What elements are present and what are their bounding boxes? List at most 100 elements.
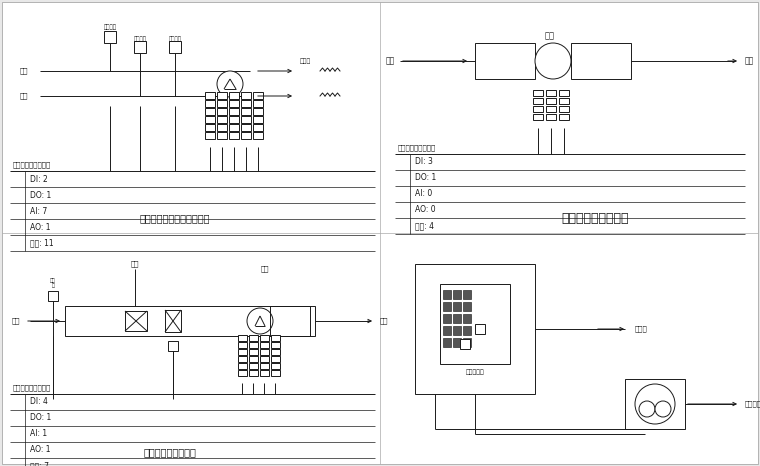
Bar bbox=[165, 310, 181, 332]
Text: 空调机组控制系统图: 空调机组控制系统图 bbox=[144, 447, 196, 457]
Bar bbox=[253, 108, 263, 115]
Text: 合计: 7: 合计: 7 bbox=[30, 461, 49, 466]
Bar bbox=[260, 363, 269, 369]
Bar bbox=[559, 98, 569, 104]
Bar bbox=[253, 132, 263, 139]
Bar bbox=[168, 341, 178, 351]
Bar bbox=[271, 356, 280, 362]
Text: DO: 1: DO: 1 bbox=[30, 191, 51, 199]
Circle shape bbox=[217, 71, 243, 97]
Bar bbox=[463, 338, 471, 347]
Bar bbox=[415, 264, 535, 394]
Circle shape bbox=[639, 401, 655, 417]
Bar bbox=[453, 326, 461, 335]
Text: AO: 1: AO: 1 bbox=[30, 222, 50, 232]
Bar bbox=[249, 335, 258, 341]
Bar bbox=[217, 116, 227, 123]
Bar bbox=[229, 108, 239, 115]
Text: 排风: 排风 bbox=[131, 260, 139, 267]
Bar bbox=[253, 100, 263, 107]
Bar bbox=[238, 335, 247, 341]
Bar bbox=[546, 90, 556, 96]
Bar bbox=[229, 92, 239, 99]
Bar bbox=[229, 116, 239, 123]
Text: 冷水流量: 冷水流量 bbox=[169, 36, 182, 42]
Bar bbox=[238, 356, 247, 362]
Bar bbox=[453, 338, 461, 347]
Text: 输入输出控制点类型: 输入输出控制点类型 bbox=[13, 385, 51, 391]
Circle shape bbox=[535, 43, 571, 79]
Text: 过滤
器: 过滤 器 bbox=[50, 278, 56, 288]
Bar bbox=[205, 100, 215, 107]
Text: 热水: 热水 bbox=[20, 68, 28, 74]
Bar bbox=[271, 349, 280, 355]
Text: DI: 4: DI: 4 bbox=[30, 397, 48, 406]
Bar bbox=[205, 124, 215, 131]
Bar bbox=[249, 370, 258, 376]
Bar bbox=[625, 379, 685, 429]
Bar bbox=[238, 370, 247, 376]
Text: AI: 0: AI: 0 bbox=[415, 190, 432, 199]
Bar bbox=[271, 335, 280, 341]
Bar bbox=[271, 370, 280, 376]
Bar bbox=[443, 314, 451, 323]
Bar bbox=[238, 342, 247, 348]
Text: 输入输出控制点类型: 输入输出控制点类型 bbox=[398, 145, 436, 151]
Bar bbox=[249, 349, 258, 355]
Bar bbox=[229, 132, 239, 139]
Text: 冷水温度: 冷水温度 bbox=[134, 36, 147, 42]
Bar bbox=[463, 314, 471, 323]
Bar bbox=[271, 363, 280, 369]
Bar bbox=[241, 124, 251, 131]
Text: 城市供水: 城市供水 bbox=[745, 401, 760, 407]
Text: 某用户: 某用户 bbox=[635, 326, 648, 332]
Bar bbox=[271, 342, 280, 348]
Bar bbox=[533, 98, 543, 104]
Bar bbox=[205, 92, 215, 99]
Bar bbox=[169, 41, 181, 53]
Text: 输入输出控制点类型: 输入输出控制点类型 bbox=[13, 162, 51, 168]
Text: DI: 3: DI: 3 bbox=[415, 158, 433, 166]
Bar bbox=[260, 370, 269, 376]
Text: 生活热水箱: 生活热水箱 bbox=[466, 369, 484, 375]
Bar bbox=[443, 290, 451, 299]
Bar bbox=[475, 324, 485, 334]
Bar bbox=[546, 114, 556, 120]
Bar bbox=[241, 116, 251, 123]
Bar bbox=[460, 339, 470, 349]
Text: 热水温度: 热水温度 bbox=[103, 24, 116, 30]
Bar bbox=[559, 106, 569, 112]
Text: 合计: 11: 合计: 11 bbox=[30, 239, 54, 247]
Bar bbox=[253, 116, 263, 123]
Bar bbox=[260, 342, 269, 348]
Bar bbox=[270, 306, 310, 336]
Bar bbox=[134, 41, 146, 53]
Text: 风机: 风机 bbox=[261, 266, 269, 272]
Circle shape bbox=[635, 384, 675, 424]
Bar bbox=[217, 124, 227, 131]
Bar bbox=[260, 356, 269, 362]
Bar bbox=[443, 302, 451, 311]
Bar bbox=[533, 90, 543, 96]
Bar bbox=[217, 100, 227, 107]
Text: DO: 1: DO: 1 bbox=[415, 173, 436, 183]
Circle shape bbox=[655, 401, 671, 417]
Bar bbox=[217, 108, 227, 115]
Text: AI: 1: AI: 1 bbox=[30, 430, 47, 439]
Bar bbox=[238, 349, 247, 355]
Bar bbox=[453, 302, 461, 311]
Text: 出风: 出风 bbox=[745, 56, 754, 66]
Bar bbox=[241, 132, 251, 139]
Bar bbox=[533, 114, 543, 120]
Bar bbox=[559, 90, 569, 96]
Bar bbox=[260, 349, 269, 355]
Bar bbox=[125, 311, 147, 331]
Bar bbox=[533, 106, 543, 112]
Bar bbox=[104, 31, 116, 43]
Bar bbox=[546, 106, 556, 112]
Bar bbox=[205, 116, 215, 123]
Text: 建筑物入口冷水监控系统图: 建筑物入口冷水监控系统图 bbox=[140, 213, 211, 223]
Bar bbox=[249, 356, 258, 362]
Bar bbox=[463, 326, 471, 335]
Text: 合计: 4: 合计: 4 bbox=[415, 221, 434, 231]
